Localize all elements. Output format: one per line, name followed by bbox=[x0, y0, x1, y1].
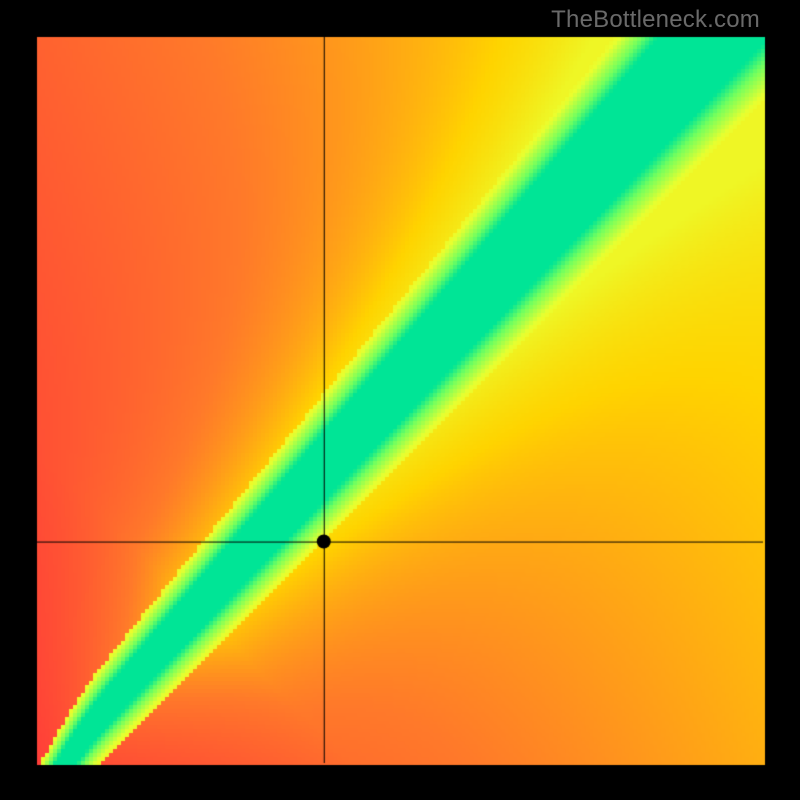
chart-container: TheBottleneck.com bbox=[0, 0, 800, 800]
watermark-text: TheBottleneck.com bbox=[551, 6, 760, 34]
bottleneck-heatmap-canvas bbox=[0, 0, 800, 800]
